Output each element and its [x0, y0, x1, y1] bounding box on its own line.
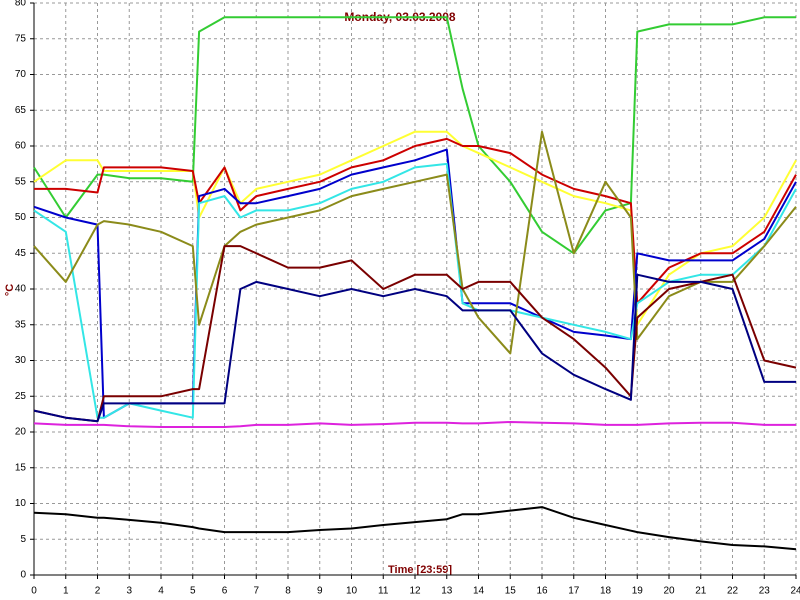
series-line: [33, 130, 797, 326]
y-tick-label: 20: [15, 427, 27, 438]
y-tick-label: 10: [15, 498, 27, 509]
x-tick-label: 19: [632, 586, 644, 597]
series-line: [33, 273, 796, 423]
x-tick-label: 2: [95, 586, 101, 597]
series-line: [33, 421, 796, 428]
y-tick-label: 50: [15, 212, 27, 223]
y-tick-label: 80: [15, 0, 27, 9]
y-axis-label: °C: [4, 284, 16, 296]
x-tick-label: 7: [253, 586, 259, 597]
x-tick-label: 22: [727, 586, 739, 597]
x-tick-label: 11: [378, 586, 389, 597]
y-tick-label: 0: [20, 570, 26, 581]
x-tick-label: 13: [441, 586, 453, 597]
x-tick-label: 21: [695, 586, 707, 597]
x-tick-label: 12: [409, 586, 421, 597]
x-tick-label: 4: [158, 586, 164, 597]
y-tick-label: 25: [15, 391, 27, 402]
series-line: [33, 162, 797, 419]
x-tick-label: 23: [759, 586, 771, 597]
y-tick-label: 55: [15, 176, 27, 187]
y-tick-label: 40: [15, 284, 27, 295]
series-line: [33, 245, 797, 423]
y-tick-label: 65: [15, 105, 27, 116]
x-tick-label: 20: [663, 586, 675, 597]
y-tick-label: 15: [15, 462, 27, 473]
series-line: [34, 137, 797, 305]
x-tick-label: 18: [600, 586, 612, 597]
x-axis-label: Time [23:59]: [388, 564, 452, 576]
y-tick-label: 30: [15, 355, 27, 366]
y-tick-label: 45: [15, 248, 27, 259]
y-tick-label: 75: [15, 33, 27, 44]
x-tick-label: 16: [536, 586, 548, 597]
x-tick-label: 17: [568, 586, 580, 597]
x-tick-label: 1: [63, 586, 69, 597]
x-tick-label: 10: [346, 586, 358, 597]
x-tick-label: 14: [473, 586, 485, 597]
series-line: [33, 506, 797, 551]
x-tick-label: 9: [317, 586, 323, 597]
series-line: [33, 130, 797, 355]
x-tick-label: 5: [190, 586, 196, 597]
x-tick-label: 0: [31, 586, 37, 597]
x-tick-label: 6: [222, 586, 228, 597]
y-tick-label: 35: [15, 319, 27, 330]
series-line: [33, 16, 796, 255]
y-tick-label: 70: [15, 69, 27, 80]
x-tick-label: 24: [790, 586, 800, 597]
x-tick-label: 8: [285, 586, 291, 597]
x-tick-label: 15: [505, 586, 517, 597]
y-tick-label: 5: [20, 534, 26, 545]
y-tick-label: 60: [15, 141, 27, 152]
x-tick-label: 3: [126, 586, 132, 597]
